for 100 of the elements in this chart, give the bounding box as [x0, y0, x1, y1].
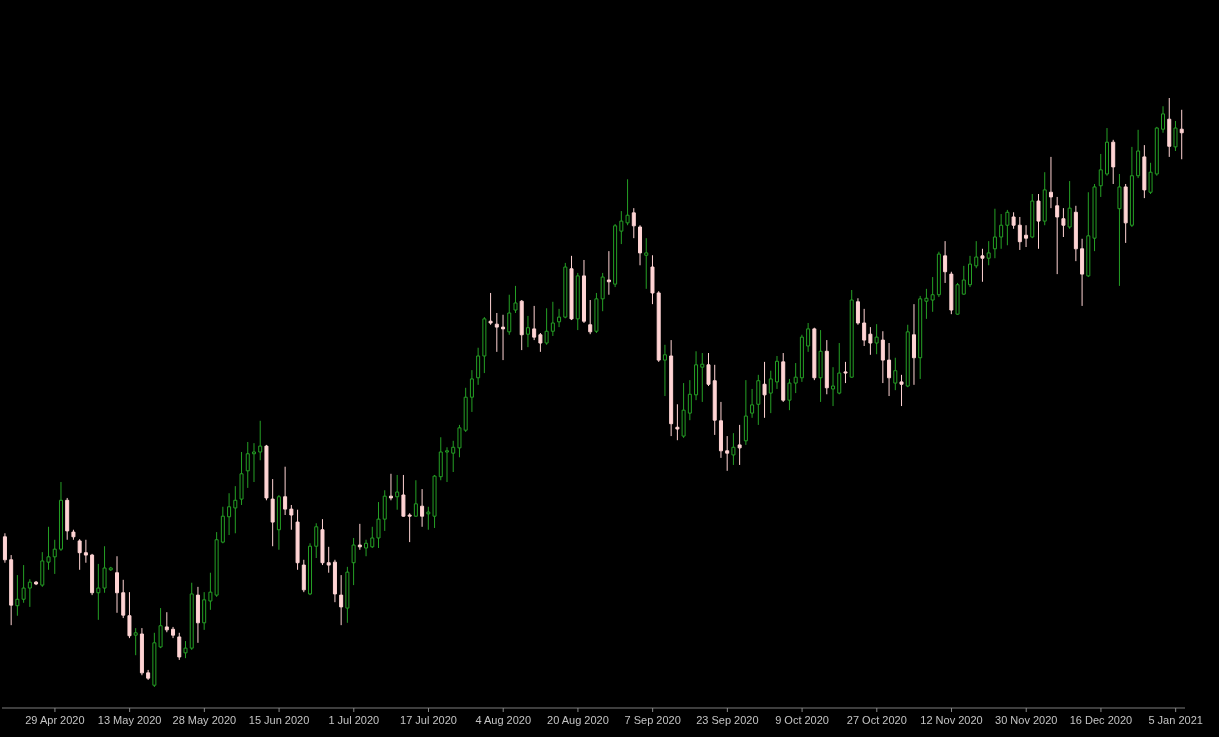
candlestick — [115, 555, 120, 614]
candlestick — [420, 488, 425, 528]
candlestick — [656, 290, 661, 363]
candlestick — [40, 551, 45, 588]
candlestick — [818, 329, 823, 403]
candlestick — [1036, 193, 1041, 250]
candlestick — [295, 509, 300, 571]
candlestick — [96, 563, 101, 621]
candlestick — [345, 566, 350, 624]
candlestick — [525, 315, 530, 348]
candlestick — [1111, 139, 1116, 185]
candlestick — [301, 559, 306, 593]
candlestick — [445, 446, 449, 483]
candlestick — [718, 401, 723, 459]
x-tick-label: 5 Jan 2021 — [1148, 714, 1203, 726]
candlestick — [887, 342, 892, 397]
candlestick — [494, 312, 499, 353]
candlestick — [382, 489, 387, 532]
candlestick — [681, 382, 686, 439]
candlestick — [77, 538, 82, 571]
candlestick — [737, 424, 742, 466]
candlestick — [1129, 146, 1134, 228]
candlestick — [438, 436, 443, 481]
candlestick — [189, 582, 194, 651]
candlestick — [146, 669, 151, 681]
candlestick — [843, 361, 848, 384]
candlestick — [133, 627, 138, 656]
candlestick — [1173, 120, 1178, 152]
candlestick — [102, 545, 107, 594]
candlestick — [264, 444, 269, 501]
candlestick — [239, 451, 244, 506]
candlestick — [34, 580, 39, 586]
x-tick-label: 13 May 2020 — [97, 714, 162, 726]
candlestick — [1005, 209, 1010, 246]
candlestick — [924, 288, 929, 320]
candlestick — [1098, 153, 1103, 198]
candlestick — [557, 308, 562, 328]
candlestick — [127, 591, 132, 639]
candlestick — [83, 539, 88, 564]
candlestick — [1030, 193, 1035, 239]
candlestick — [245, 441, 250, 489]
candlestick — [862, 308, 867, 347]
candlestick — [1055, 196, 1060, 275]
candlestick — [743, 379, 748, 446]
candlestick — [1154, 126, 1159, 177]
candlestick — [781, 352, 786, 403]
candlestick — [1086, 191, 1091, 278]
candlestick — [1117, 173, 1122, 287]
candlestick — [725, 435, 730, 472]
candlestick — [507, 294, 512, 336]
candlestick — [600, 272, 605, 312]
candlestick — [588, 299, 593, 335]
candlestick — [276, 494, 281, 551]
candlestick — [986, 240, 991, 266]
candlestick — [874, 323, 879, 355]
candlestick — [756, 374, 761, 426]
candlestick — [855, 297, 860, 326]
candlestick — [202, 591, 207, 631]
candlestick — [712, 364, 717, 436]
candlestick — [613, 223, 618, 288]
candlestick — [227, 492, 232, 536]
candlestick — [52, 539, 57, 575]
candlestick — [1024, 224, 1029, 248]
candlestick — [880, 330, 885, 384]
candlestick — [606, 250, 611, 296]
candlestick — [899, 374, 904, 407]
candlestick — [177, 632, 182, 661]
candlestick — [750, 388, 755, 419]
candlestick — [619, 210, 624, 245]
candlestick — [918, 295, 923, 380]
x-tick-label: 12 Nov 2020 — [920, 714, 983, 726]
candlestick — [339, 574, 344, 626]
candlestick — [289, 504, 294, 531]
candlestick — [1011, 211, 1016, 230]
candlestick — [1148, 162, 1153, 195]
candlestick — [893, 357, 898, 391]
candlestick — [806, 322, 811, 353]
candlestick — [1179, 109, 1184, 160]
candlestick — [1067, 180, 1072, 230]
candlestick — [569, 255, 574, 321]
candlestick — [370, 526, 375, 549]
candlestick — [326, 546, 331, 574]
candlestick — [731, 432, 736, 466]
candlestick — [675, 403, 680, 441]
candlestick — [812, 327, 817, 381]
candlestick — [476, 347, 481, 386]
candlestick — [768, 370, 773, 414]
candlestick — [532, 305, 537, 341]
candlestick — [71, 529, 76, 541]
candlestick — [463, 387, 468, 433]
candlestick — [364, 539, 369, 557]
candlestick — [513, 285, 518, 314]
candlestick — [357, 523, 362, 551]
x-tick-label: 1 Jul 2020 — [328, 714, 380, 726]
candlestick — [1123, 183, 1128, 244]
candlestick — [501, 314, 506, 361]
candlestick — [27, 578, 32, 608]
candlestick — [787, 378, 792, 411]
candlestick — [943, 240, 948, 284]
candlestick — [538, 332, 543, 353]
